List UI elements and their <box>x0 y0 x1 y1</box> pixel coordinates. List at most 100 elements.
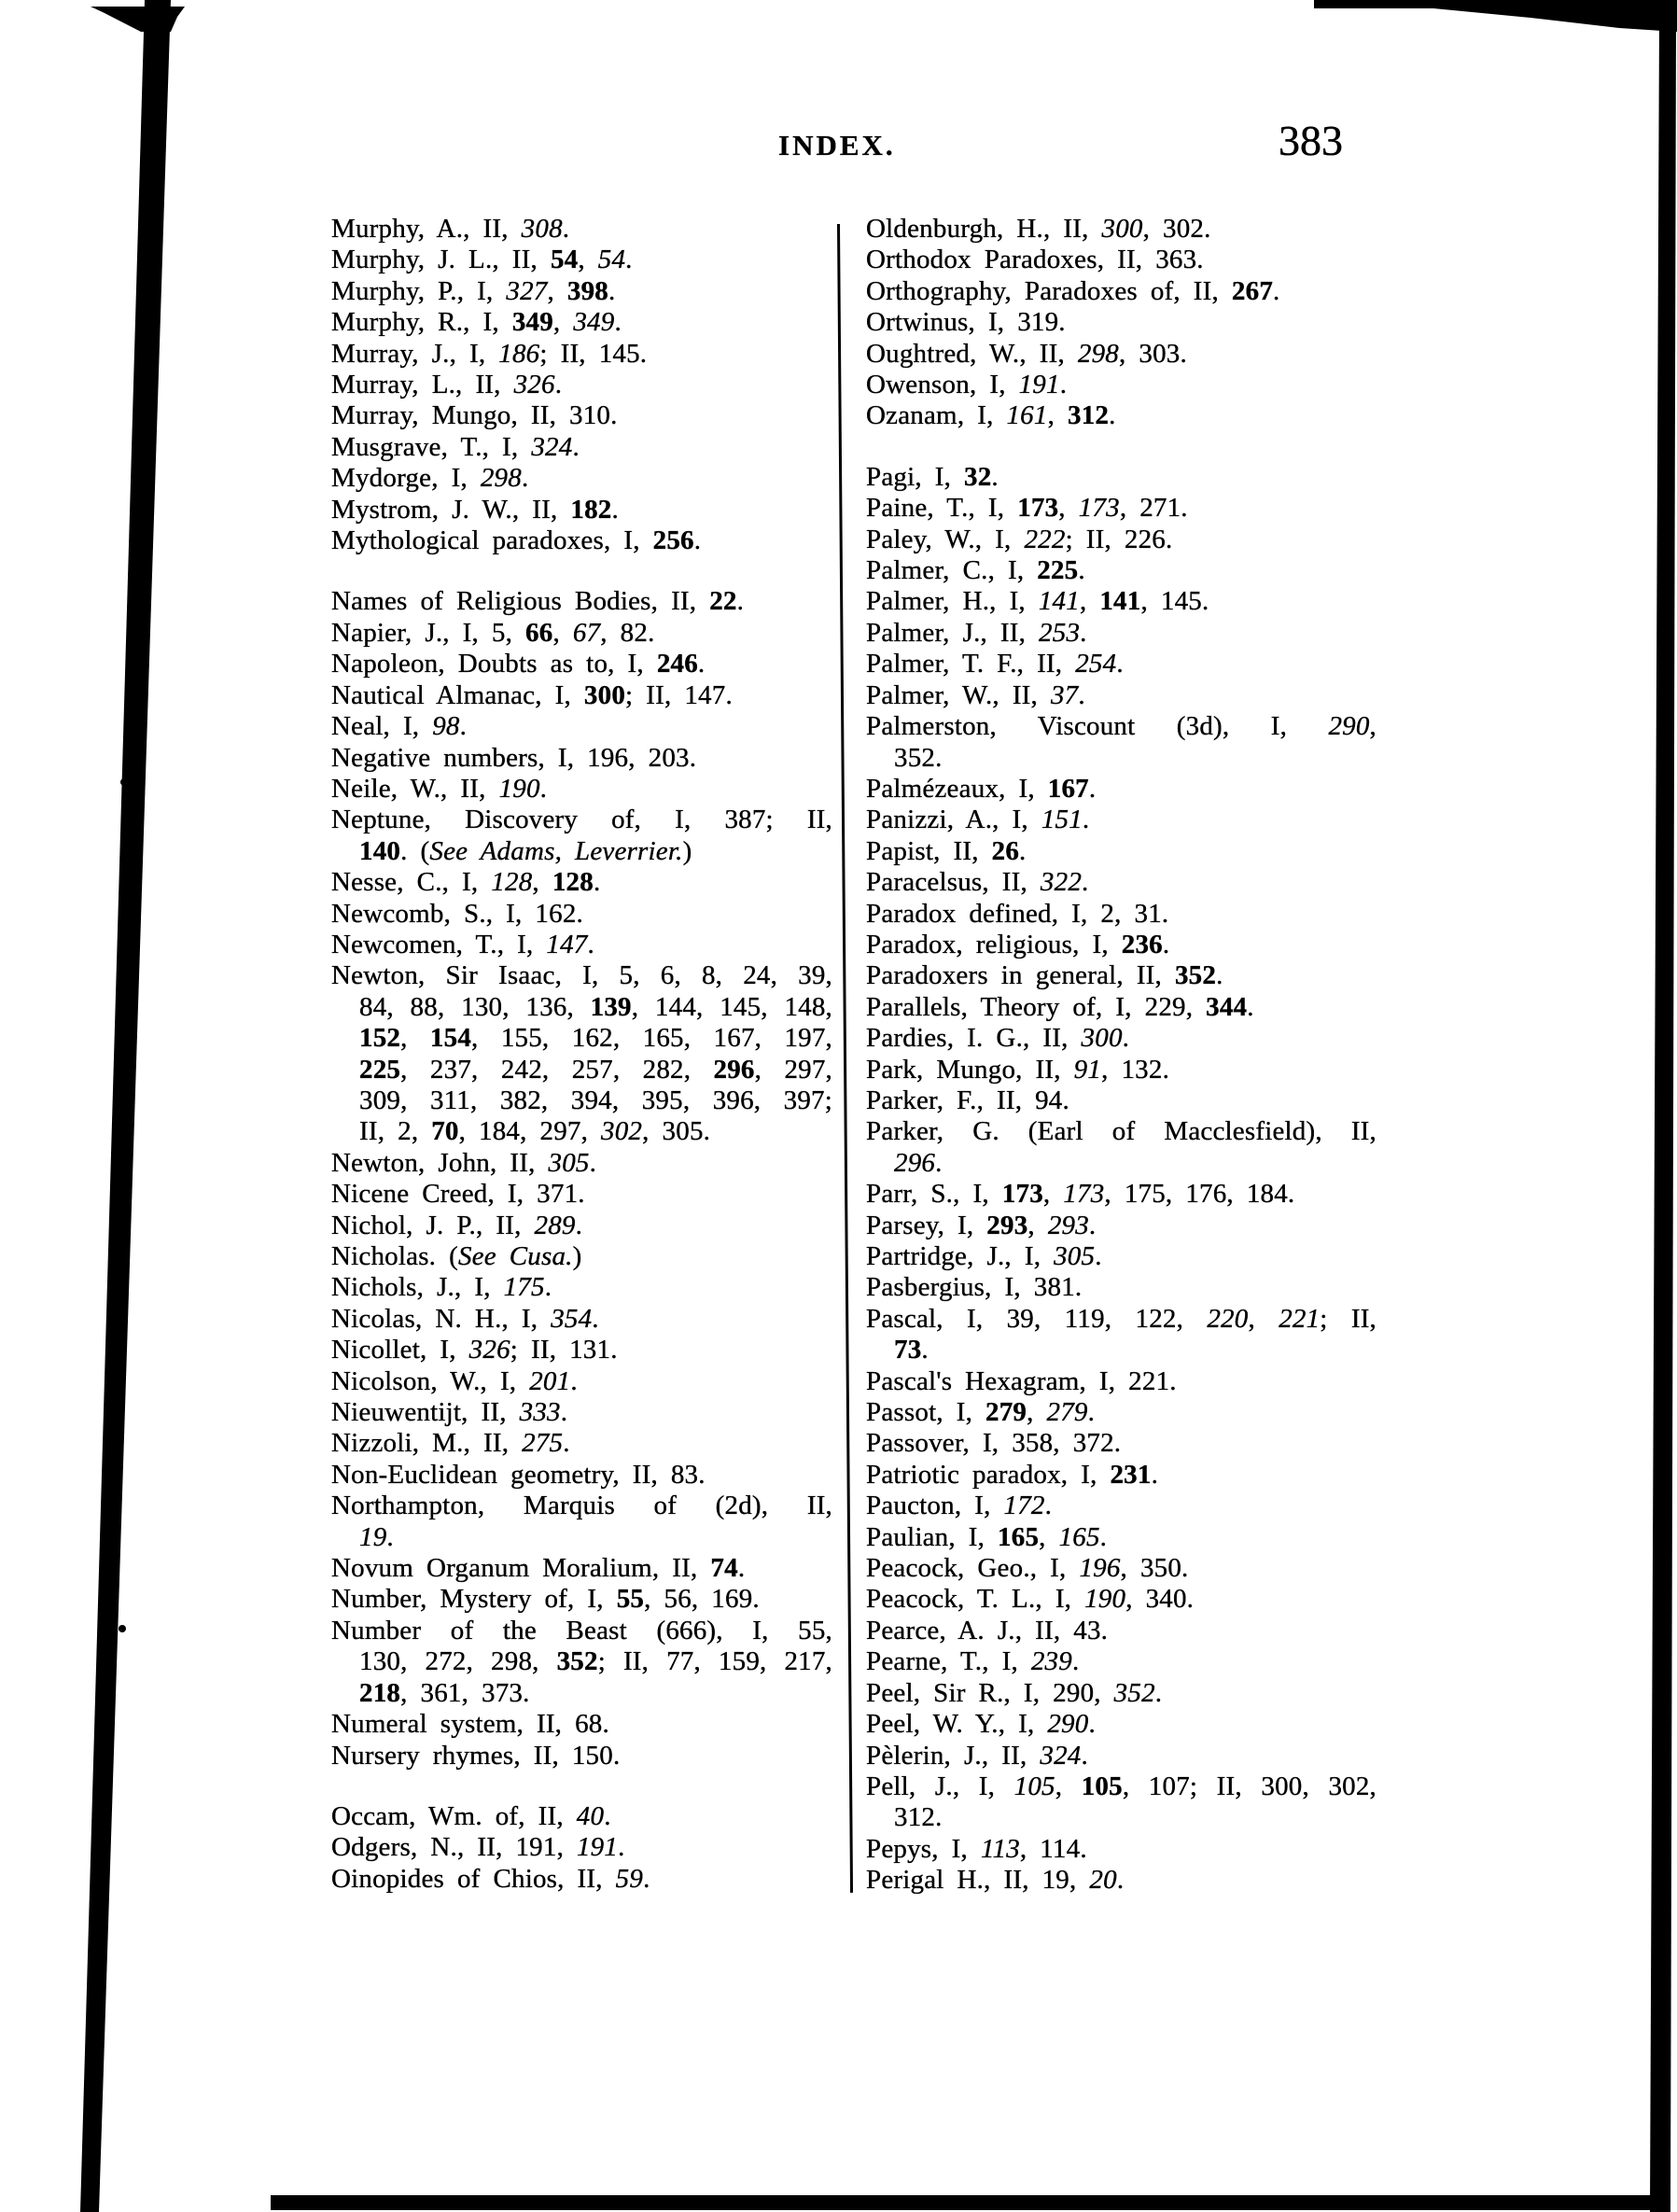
index-line: Pagi, I, 32. <box>866 461 999 492</box>
index-line: Murphy, A., II, 308. <box>331 214 570 244</box>
index-group: Pagi, I, 32. Paine, T., I, 173, 173, 271.… <box>866 462 1377 1897</box>
index-line: Number, Mystery of, I, 55, 56, 169. <box>331 1584 760 1615</box>
index-line: Parsey, I, 293, 293. <box>866 1210 1097 1240</box>
column-divider-rule <box>837 223 854 1893</box>
index-line: Pascal's Hexagram, I, 221. <box>866 1365 1177 1396</box>
scan-artifact-top-left-wedge <box>91 7 185 32</box>
index-line: 73. <box>894 1335 929 1365</box>
index-line: Nesse, C., I, 128, 128. <box>331 867 601 898</box>
index-line: 84, 88, 130, 136, 139, 144, 145, 148, <box>359 991 832 1022</box>
index-line: Paracelsus, II, 322. <box>866 867 1089 898</box>
index-line: 19. <box>359 1521 394 1552</box>
index-line: Neptune, Discovery of, I, 387; II, <box>331 805 832 835</box>
index-line: Peel, Sir R., I, 290, 352. <box>866 1677 1163 1708</box>
index-line: Paradoxers in general, II, 352. <box>866 960 1223 991</box>
index-line: II, 2, 70, 184, 297, 302, 305. <box>359 1116 711 1147</box>
index-line: Murray, Mungo, II, 310. <box>331 400 618 431</box>
index-line: Neal, I, 98. <box>331 711 468 742</box>
index-line: Oinopides of Chios, II, 59. <box>331 1863 650 1894</box>
index-line: 130, 272, 298, 352; II, 77, 159, 217, <box>359 1646 832 1677</box>
index-line: 225, 237, 242, 257, 282, 296, 297, <box>359 1054 832 1085</box>
index-line: Paine, T., I, 173, 173, 271. <box>866 493 1188 524</box>
page-number: 383 <box>1279 117 1343 164</box>
index-line: Newton, John, II, 305. <box>331 1147 597 1178</box>
index-line: Papist, II, 26. <box>866 835 1027 866</box>
index-line: Napoleon, Doubts as to, I, 246. <box>331 649 706 679</box>
index-line: Partridge, J., I, 305. <box>866 1241 1102 1271</box>
index-line: Murray, L., II, 326. <box>331 370 563 400</box>
index-line: Owenson, I, 191. <box>866 370 1068 400</box>
index-line: Murphy, R., I, 349, 349. <box>331 307 622 338</box>
index-line: Newton, Sir Isaac, I, 5, 6, 8, 24, 39, <box>331 960 832 991</box>
index-line: Palmézeaux, I, 167. <box>866 773 1097 804</box>
index-line: Neile, W., II, 190. <box>331 773 548 804</box>
index-line: Palmerston, Viscount (3d), I, 290, <box>866 711 1377 742</box>
index-line: Names of Religious Bodies, II, 22. <box>331 586 745 617</box>
index-line: Pèlerin, J., II, 324. <box>866 1740 1088 1771</box>
index-group: Names of Religious Bodies, II, 22. Napier… <box>331 586 832 1771</box>
index-line: Peacock, Geo., I, 196, 350. <box>866 1553 1189 1584</box>
index-line: Palmer, T. F., II, 254. <box>866 649 1124 679</box>
index-line: Park, Mungo, II, 91, 132. <box>866 1054 1170 1085</box>
index-line: Orthodox Paradoxes, II, 363. <box>866 245 1204 275</box>
index-line: Paucton, I, 172. <box>866 1491 1053 1521</box>
index-group: Occam, Wm. of, II, 40. Odgers, N., II, 19… <box>331 1801 832 1895</box>
index-line: Paradox, religious, I, 236. <box>866 929 1170 959</box>
index-line: Nicholas. (See Cusa.) <box>331 1241 582 1271</box>
index-line: Paradox defined, I, 2, 31. <box>866 898 1169 929</box>
index-line: Pearne, T., I, 239. <box>866 1646 1080 1677</box>
index-line: Parker, F., II, 94. <box>866 1085 1069 1115</box>
index-column-left: Murphy, A., II, 308. Murphy, J. L., II, 5… <box>331 214 832 1895</box>
index-line: 309, 311, 382, 394, 395, 396, 397; <box>359 1085 832 1115</box>
index-line: Negative numbers, I, 196, 203. <box>331 742 697 773</box>
index-line: Passover, I, 358, 372. <box>866 1428 1122 1459</box>
index-line: Perigal H., II, 19, 20. <box>866 1865 1125 1896</box>
index-line: Mythological paradoxes, I, 256. <box>331 525 702 556</box>
index-line: Pepys, I, 113, 114. <box>866 1833 1087 1864</box>
index-line: Occam, Wm. of, II, 40. <box>331 1800 611 1831</box>
index-line: Nizzoli, M., II, 275. <box>331 1428 570 1459</box>
index-line: Novum Organum Moralium, II, 74. <box>331 1553 746 1584</box>
index-line: Murphy, J. L., II, 54, 54. <box>331 245 633 275</box>
index-line: Paley, W., I, 222; II, 226. <box>866 524 1173 554</box>
scan-artifact-bottom-bar <box>271 2195 1654 2210</box>
index-line: Northampton, Marquis of (2d), II, <box>331 1491 832 1521</box>
index-line: Orthography, Paradoxes of, II, 267. <box>866 275 1280 306</box>
index-line: Panizzi, A., I, 151. <box>866 805 1090 835</box>
index-line: 218, 361, 373. <box>359 1677 530 1708</box>
index-line: Oughtred, W., II, 298, 303. <box>866 338 1187 369</box>
index-line: Newcomen, T., I, 147. <box>331 929 594 959</box>
index-line: Parallels, Theory of, I, 229, 344. <box>866 991 1254 1022</box>
index-line: Mydorge, I, 298. <box>331 463 529 494</box>
index-line: Patriotic paradox, I, 231. <box>866 1459 1159 1490</box>
scan-speck <box>120 778 128 786</box>
index-line: Nicollet, I, 326; II, 131. <box>331 1335 618 1365</box>
scan-artifact-top-right-corner <box>1433 0 1677 32</box>
index-line: Nautical Almanac, I, 300; II, 147. <box>331 679 733 710</box>
index-line: Pardies, I. G., II, 300. <box>866 1023 1130 1054</box>
index-line: Parr, S., I, 173, 173, 175, 176, 184. <box>866 1179 1295 1210</box>
index-line: 296. <box>894 1147 943 1178</box>
index-line: Nichol, J. P., II, 289. <box>331 1210 583 1240</box>
index-line: Musgrave, T., I, 324. <box>331 431 580 462</box>
index-line: Ortwinus, I, 319. <box>866 307 1066 338</box>
index-line: 312. <box>894 1802 943 1833</box>
index-line: Nieuwentijt, II, 333. <box>331 1397 568 1428</box>
index-line: Oldenburgh, H., II, 300, 302. <box>866 214 1211 244</box>
index-line: Non-Euclidean geometry, II, 83. <box>331 1459 706 1490</box>
index-line: Pascal, I, 39, 119, 122, 220, 221; II, <box>866 1303 1377 1334</box>
scan-artifact-right-edge-bar <box>1650 19 1676 2212</box>
index-line: Paulian, I, 165, 165. <box>866 1521 1108 1552</box>
index-line: Mystrom, J. W., II, 182. <box>331 494 619 525</box>
index-line: Peacock, T. L., I, 190, 340. <box>866 1584 1195 1615</box>
scan-speck <box>119 1625 126 1632</box>
index-line: Pearce, A. J., II, 43. <box>866 1615 1109 1645</box>
scan-artifact-left-binding-bar <box>80 0 171 2212</box>
index-line: Napier, J., I, 5, 66, 67, 82. <box>331 617 655 648</box>
index-line: Nicene Creed, I, 371. <box>331 1179 585 1210</box>
index-line: Pasbergius, I, 381. <box>866 1272 1083 1303</box>
index-line: Pell, J., I, 105, 105, 107; II, 300, 302… <box>866 1771 1377 1801</box>
index-line: Numeral system, II, 68. <box>331 1709 609 1740</box>
index-line: Nicolson, W., I, 201. <box>331 1365 578 1396</box>
